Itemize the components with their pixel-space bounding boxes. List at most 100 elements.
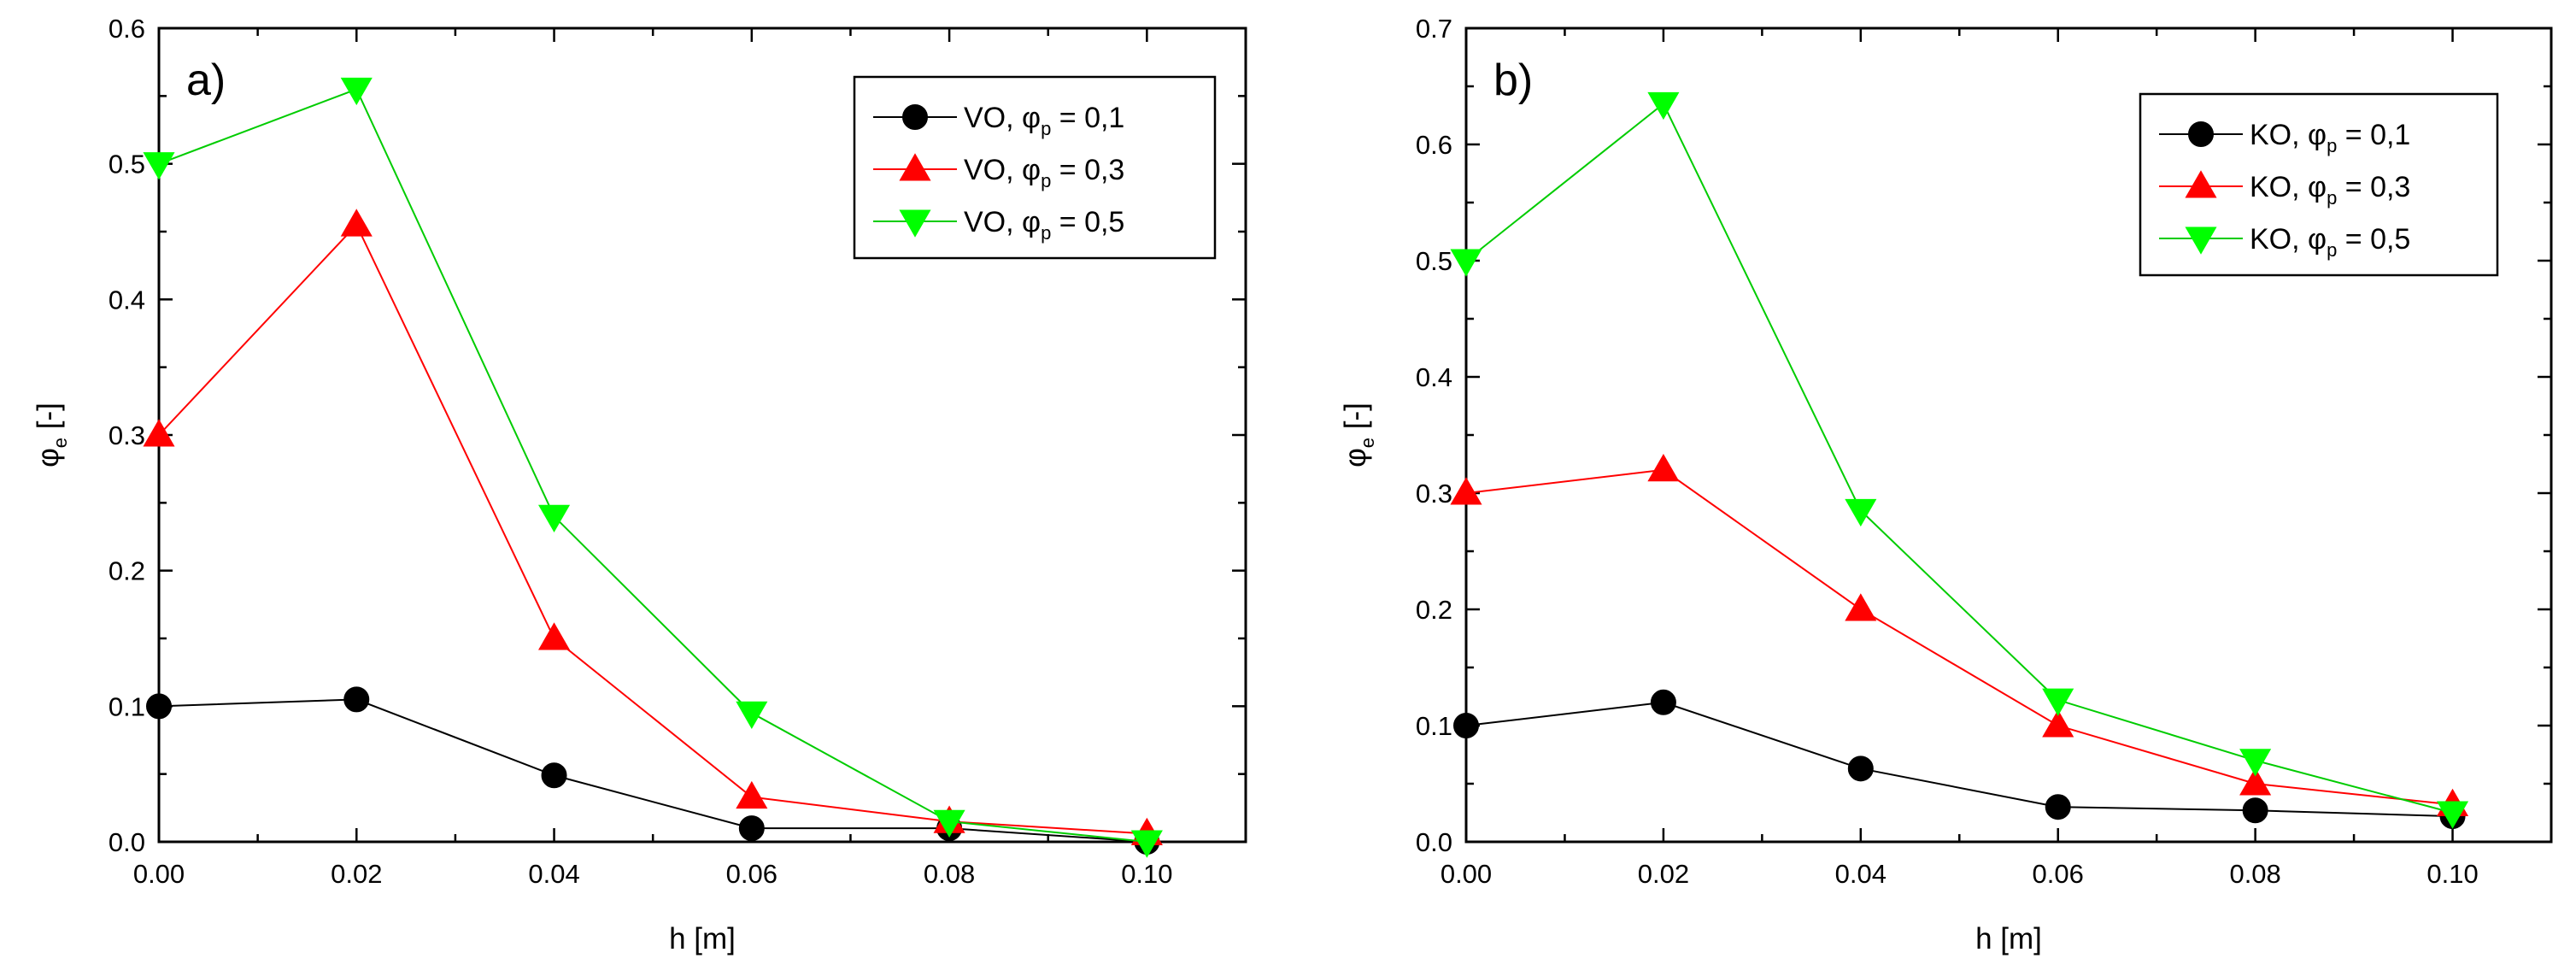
chart1-legend-entry-subscript: p xyxy=(2327,187,2337,209)
chart1-y-tick-label: 0.5 xyxy=(1416,246,1452,276)
chart-a: 0.00 0.02 0.04 0.06 0.08 0.10 0.0 0.1 0.2 0.3 0.4 0… xyxy=(32,14,1247,955)
chart1-series-0-point xyxy=(1847,756,1874,782)
chart1-legend-entry-prefix: KO, xyxy=(2250,223,2308,256)
chart0-legend-entry-value: = 0,3 xyxy=(1051,154,1124,186)
chart1-series-2 xyxy=(1450,91,2469,829)
chart0-legend-entry-prefix: VO, xyxy=(964,102,1022,134)
chart0-legend-entry-prefix: VO, xyxy=(964,206,1022,238)
chart1-legend-marker xyxy=(2185,170,2217,198)
chart0-legend-entry-symbol: φ xyxy=(1022,206,1041,238)
chart0-series-2-point xyxy=(340,77,373,106)
chart1-x-axis-title: h [m] xyxy=(1975,922,2042,955)
chart1-x-tick-label: 0.08 xyxy=(2229,859,2280,889)
chart0-legend-marker xyxy=(899,209,931,238)
chart0-legend-marker xyxy=(899,153,931,181)
chart0-y-tick-label: 0.2 xyxy=(109,556,145,586)
chart1-series-1-point xyxy=(1647,454,1680,482)
chart0-legend-marker xyxy=(902,104,928,130)
chart0-x-tick-label: 0.08 xyxy=(924,859,975,889)
chart1-panel-label: b) xyxy=(1493,56,1533,105)
chart0-y-tick-label: 0.0 xyxy=(109,827,145,857)
chart1-series-2-point xyxy=(2239,749,2272,777)
chart1-legend-entry-2: KO, φp = 0,5 xyxy=(2250,223,2410,261)
chart0-x-tick-label: 0.02 xyxy=(331,859,382,889)
chart1-series-2-point xyxy=(1450,249,1482,277)
chart1-y-tick-label: 0.7 xyxy=(1416,14,1452,44)
chart1-series-0-point xyxy=(1650,689,1676,715)
chart1-legend-entry-value: = 0,1 xyxy=(2337,119,2410,151)
chart1-x-tick-label: 0.06 xyxy=(2033,859,2084,889)
chart1-x-tick-label: 0.02 xyxy=(1638,859,1689,889)
chart1-series-0-point xyxy=(2045,794,2071,820)
chart1-series-2-point xyxy=(1845,498,1877,527)
chart0-series-0-line xyxy=(158,698,1147,843)
chart0-y-tick-label: 0.4 xyxy=(109,285,145,315)
chart1-y-axis-suffix: [-] xyxy=(1339,403,1372,438)
chart0-series-2-point xyxy=(933,809,965,838)
chart1-y-axis-subscript: e xyxy=(1357,438,1378,448)
chart0-y-tick-label: 0.5 xyxy=(109,150,145,179)
chart0-x-tick-label: 0.10 xyxy=(1121,859,1172,889)
chart0-series-0-point xyxy=(146,693,172,720)
chart0-legend-entry-0: VO, φp = 0,1 xyxy=(964,102,1124,139)
chart1-legend-entry-subscript: p xyxy=(2327,239,2337,261)
chart0-y-axis-symbol: φ xyxy=(32,448,65,467)
chart1-series-1-point xyxy=(1845,593,1877,621)
chart0-series-1-point xyxy=(537,622,571,650)
chart0-y-tick-label: 0.3 xyxy=(109,420,145,450)
chart0-y-axis-title: φe [-] xyxy=(32,403,71,467)
chart1-legend-entry-symbol: φ xyxy=(2308,171,2327,203)
chart0-series-2-line xyxy=(158,88,1147,843)
chart1-legend-entry-value: = 0,3 xyxy=(2337,171,2410,203)
chart1-legend-entry-1: KO, φp = 0,3 xyxy=(2250,171,2410,209)
chart1-series-1-line xyxy=(1465,468,2453,806)
chart0-series-0-point xyxy=(541,762,567,789)
chart0-legend-entry-subscript: p xyxy=(1041,118,1051,139)
chart0-legend-entry-symbol: φ xyxy=(1022,102,1041,134)
chart0-legend-entry-symbol: φ xyxy=(1022,154,1041,186)
chart1-series-2-line xyxy=(1465,102,2453,814)
chart1-series-1-point xyxy=(2042,709,2074,738)
chart1-legend-entry-symbol: φ xyxy=(2308,119,2327,151)
chart1-y-tick-label: 0.1 xyxy=(1416,711,1452,741)
chart1-legend-entry-prefix: KO, xyxy=(2250,171,2308,203)
chart0-y-tick-label: 0.6 xyxy=(109,14,145,44)
chart0-series-1-point xyxy=(340,209,373,237)
chart1-legend-entry-prefix: KO, xyxy=(2250,119,2308,151)
chart0-series-0-point xyxy=(343,686,370,713)
chart0-series-0-point xyxy=(738,815,765,842)
chart1-y-tick-label: 0.2 xyxy=(1416,595,1452,625)
chart1-series-0-point xyxy=(1453,713,1479,738)
chart1-y-axis-symbol: φ xyxy=(1339,448,1372,467)
chart1-y-tick-label: 0.4 xyxy=(1416,362,1452,392)
chart0-x-tick-label: 0.04 xyxy=(528,859,579,889)
chart1-series-2-point xyxy=(1647,91,1680,121)
chart0-legend-entry-1: VO, φp = 0,3 xyxy=(964,154,1124,191)
chart0-panel-label: a) xyxy=(186,56,226,105)
chart1-x-tick-label: 0.00 xyxy=(1441,859,1492,889)
chart-b: 0.00 0.02 0.04 0.06 0.08 0.10 0.0 0.1 0.2 0.3 0.4 0… xyxy=(1339,14,2553,955)
chart1-legend-entry-subscript: p xyxy=(2327,135,2337,156)
chart0-series-2 xyxy=(143,77,1163,858)
chart1-series-0-line xyxy=(1465,701,2453,818)
chart1-legend-entry-symbol: φ xyxy=(2308,223,2327,256)
chart1-y-axis-title: φe [-] xyxy=(1339,403,1378,467)
chart1-y-tick-label: 0.6 xyxy=(1416,130,1452,160)
chart0-series-2-point xyxy=(736,701,768,730)
chart0-x-axis-title: h [m] xyxy=(669,922,736,955)
chart1-y-tick-label: 0.3 xyxy=(1416,479,1452,509)
chart0-series-1-point xyxy=(736,780,768,809)
chart0-series-2-point xyxy=(1130,830,1163,858)
chart1-series-0-point xyxy=(2242,797,2268,824)
chart0-series-2-point xyxy=(537,504,571,532)
chart0-legend-entry-subscript: p xyxy=(1041,222,1051,244)
chart0-legend-entry-subscript: p xyxy=(1041,170,1051,191)
chart1-series-1-point xyxy=(2239,767,2272,796)
chart1-legend-entry-0: KO, φp = 0,1 xyxy=(2250,119,2410,156)
chart1-series-1-point xyxy=(1450,477,1482,505)
chart0-legend-entry-value: = 0,5 xyxy=(1051,206,1124,238)
chart0-legend-entry-value: = 0,1 xyxy=(1051,102,1124,134)
chart1-legend: KO, φp = 0,1KO, φp = 0,3KO, φp = 0,5 xyxy=(2139,92,2499,277)
chart1-y-tick-label: 0.0 xyxy=(1416,827,1452,857)
chart0-series-1-line xyxy=(158,223,1147,835)
